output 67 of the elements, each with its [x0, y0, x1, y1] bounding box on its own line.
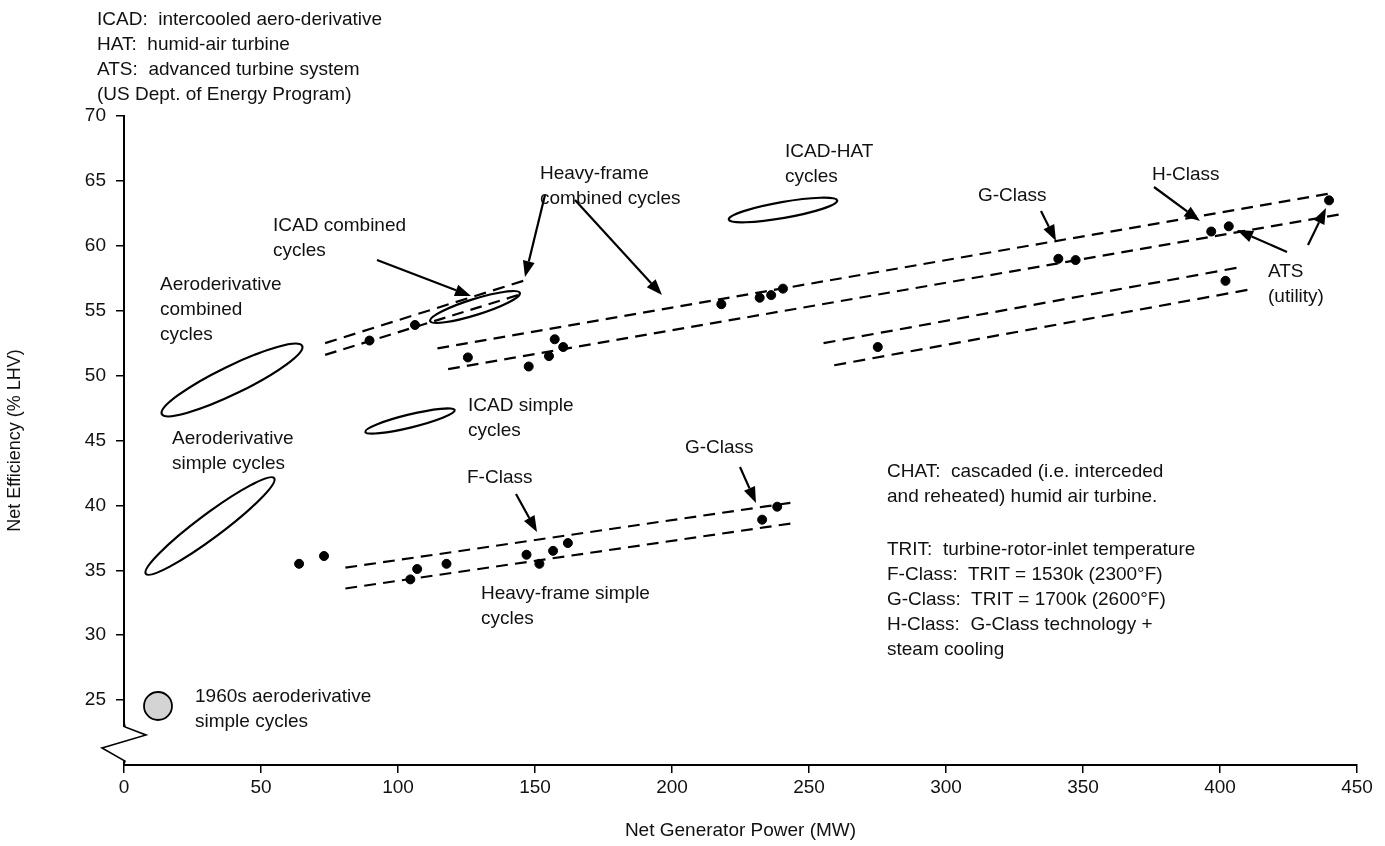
annotation: CHAT: cascaded (i.e. interceded and reheated) humid air turbine. [887, 459, 1164, 508]
y-tick-label: 45 [84, 428, 106, 450]
x-tick-label: 150 [519, 775, 551, 797]
point [754, 292, 765, 303]
x-tick-label: 400 [1204, 775, 1236, 797]
point [462, 352, 473, 363]
x-tick-label: 250 [793, 775, 825, 797]
x-tick-label: 50 [250, 775, 272, 797]
point [441, 558, 452, 569]
annotation: TRIT: turbine-rotor-inlet temperature F-Class: TRIT = 1530k (2300°F) G-Class: TRIT = 1700k (2600°F) H-Class: G-Class technology + steam cooling [887, 537, 1196, 661]
point [757, 514, 768, 525]
point [872, 342, 883, 353]
annotation: Aeroderivative combined cycles [160, 272, 282, 346]
annotation: Heavy-frame combined cycles [540, 161, 681, 210]
point [1070, 255, 1081, 266]
y-tick-label: 50 [84, 363, 106, 385]
x-tick-label: 200 [656, 775, 688, 797]
x-tick-label: 0 [118, 775, 130, 797]
point [562, 538, 573, 549]
annotation: Aeroderivative simple cycles [172, 426, 294, 475]
point [1053, 253, 1064, 264]
point [523, 361, 534, 372]
point [549, 334, 560, 345]
point [319, 551, 330, 562]
y-axis-title: Net Efficiency (% LHV) [3, 349, 24, 532]
point [777, 283, 788, 294]
point [1324, 195, 1335, 206]
annotation: Heavy-frame simple cycles [481, 581, 650, 630]
point [364, 335, 375, 346]
x-axis-title: Net Generator Power (MW) [624, 818, 857, 840]
y-tick-label: 30 [84, 623, 106, 645]
annotation: G-Class [978, 183, 1047, 207]
y-tick-label: 25 [84, 688, 106, 710]
annotation: F-Class [467, 465, 533, 489]
point [1220, 275, 1231, 286]
y-tick-label: 60 [84, 234, 106, 256]
annotation: ICAD simple cycles [468, 393, 574, 442]
text: ICAD: intercooled aero-derivative HAT: humid-air turbine ATS: advanced turbine system (US Dept. of Energy Program) [97, 7, 383, 106]
y-tick-label: 35 [84, 558, 106, 580]
point [1223, 221, 1234, 232]
point [716, 299, 727, 310]
y-tick-label: 70 [84, 104, 106, 126]
point [1206, 226, 1217, 237]
point [294, 558, 305, 569]
point [548, 545, 559, 556]
x-tick-label: 350 [1067, 775, 1099, 797]
point [412, 564, 423, 574]
annotation: ICAD-HAT cycles [785, 139, 874, 188]
point [543, 351, 554, 362]
annotation: H-Class [1152, 162, 1220, 186]
y-tick-label: 40 [84, 493, 106, 515]
annotation: ICAD combined cycles [273, 213, 407, 262]
point [558, 342, 569, 353]
y-tick-label: 65 [84, 169, 106, 191]
x-tick-label: 450 [1341, 775, 1373, 797]
y-tick-label: 55 [84, 298, 106, 320]
point [405, 574, 416, 585]
annotation: G-Class [685, 435, 754, 459]
point [772, 501, 783, 512]
point [534, 558, 545, 569]
x-tick-label: 300 [930, 775, 962, 797]
x-tick-label: 100 [382, 775, 414, 797]
point [766, 290, 777, 301]
point [521, 549, 532, 560]
annotation: ATS (utility) [1268, 259, 1324, 308]
annotation: 1960s aeroderivative simple cycles [195, 684, 372, 733]
point [409, 319, 420, 330]
